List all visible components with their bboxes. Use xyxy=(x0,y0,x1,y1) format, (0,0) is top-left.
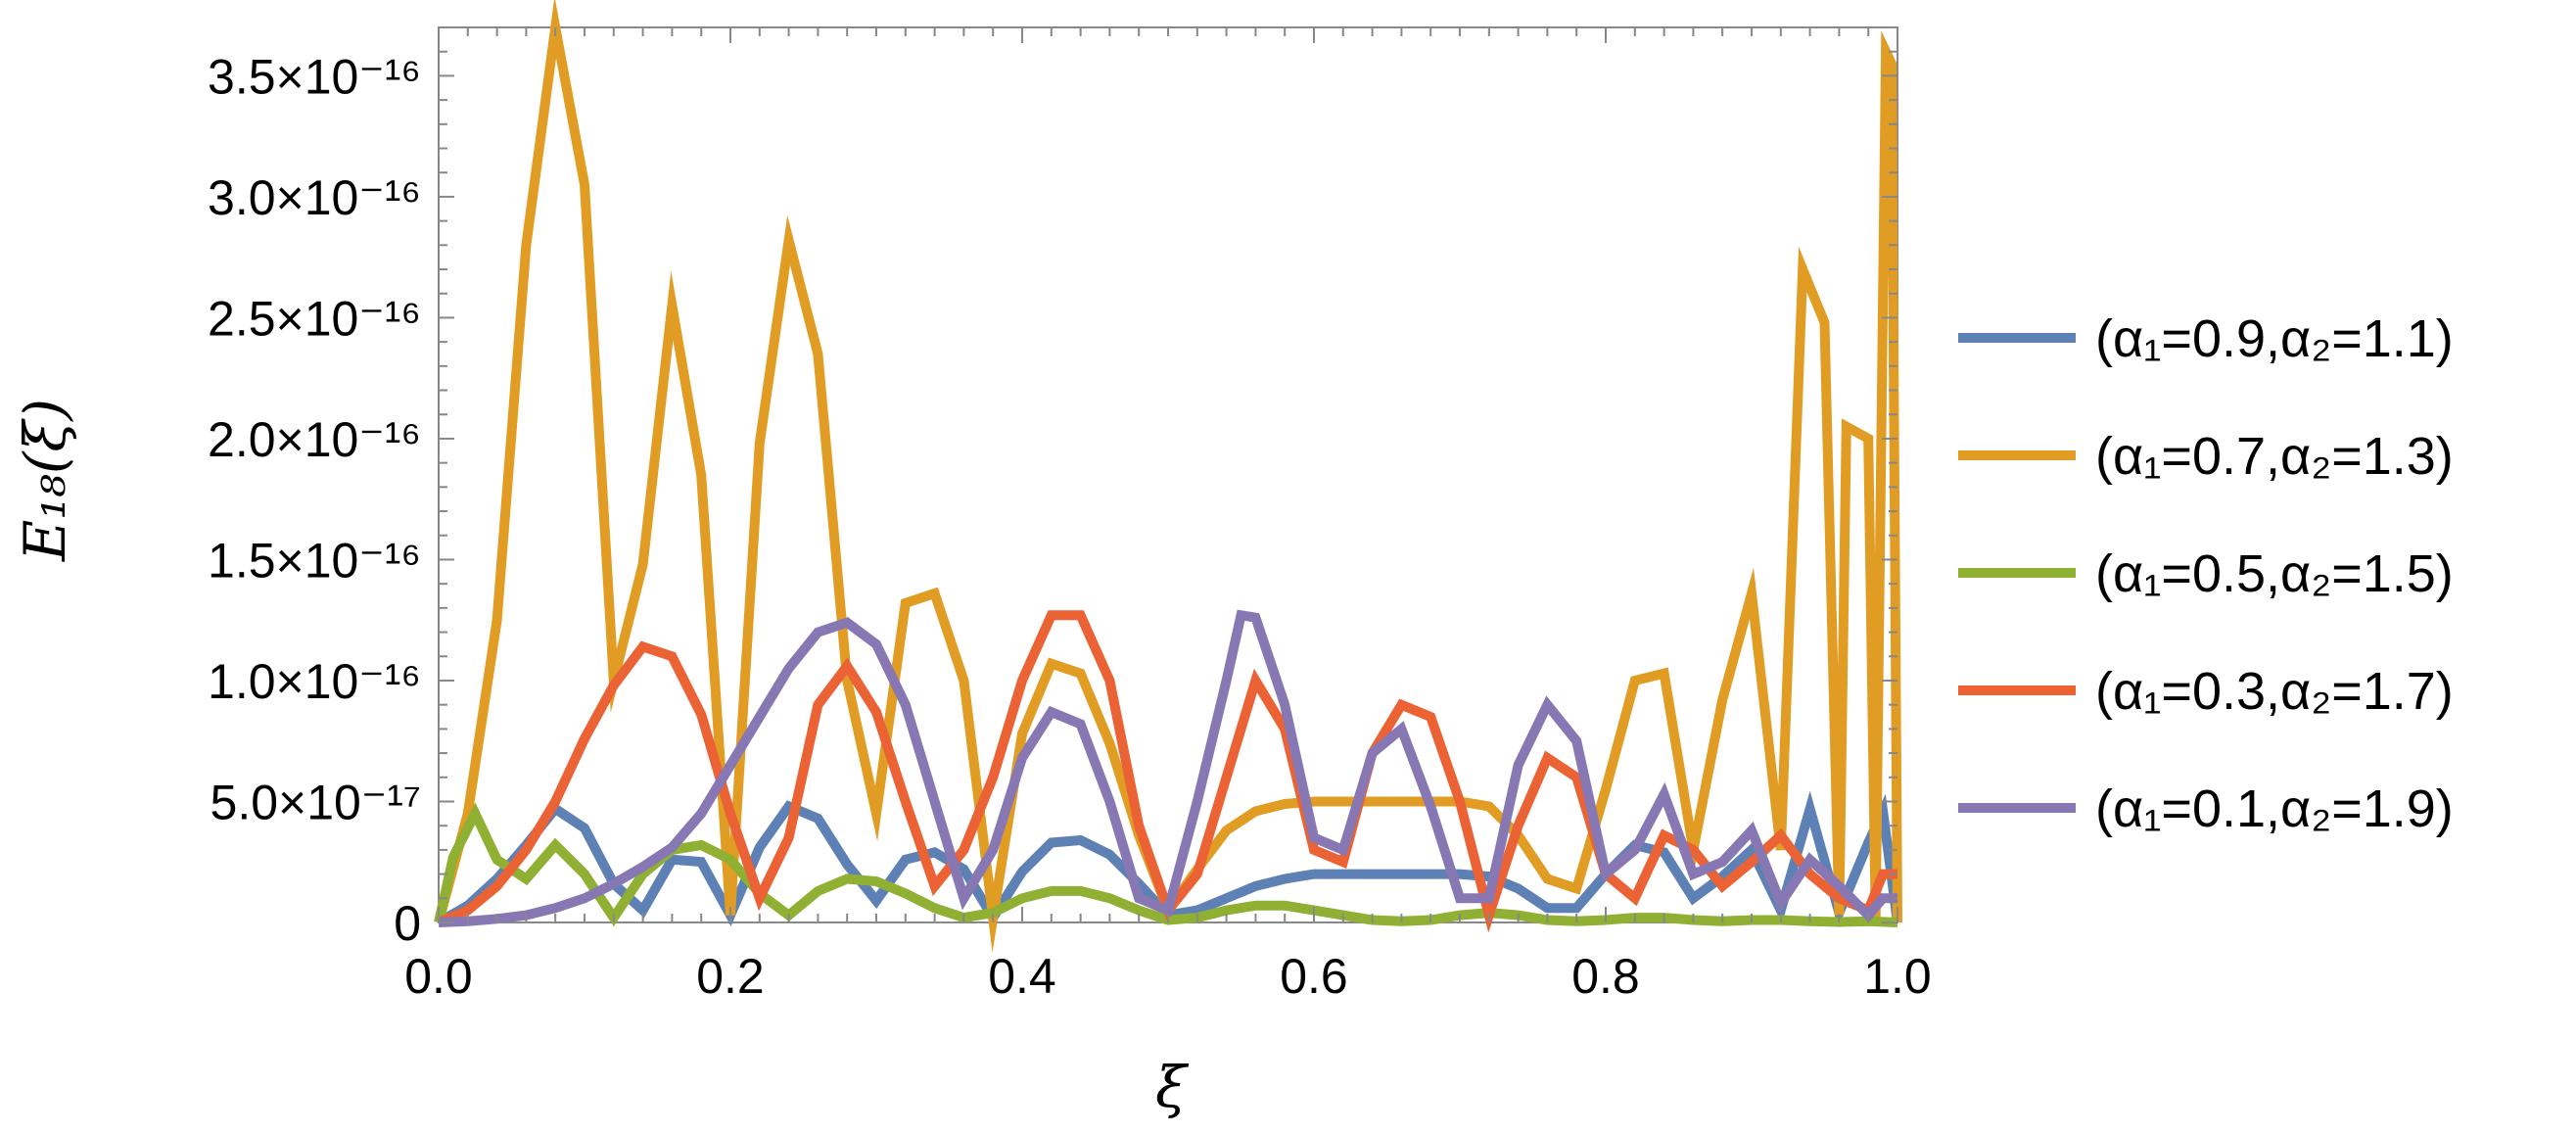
legend-item-2: (α₁=0.7,α₂=1.3) xyxy=(1958,427,2454,486)
x-tick-label: 0.4 xyxy=(988,949,1056,1004)
y-tick-label: 2.5×10⁻¹⁶ xyxy=(208,291,421,346)
series-line-5 xyxy=(438,609,1897,927)
axis-tick-labels: 0.0 0.2 0.4 0.6 0.8 1.0 0 5.0×10⁻¹⁷ 1.0×10⁻¹⁶ 1.5… xyxy=(208,49,1932,1004)
y-tick-label: 1.0×10⁻¹⁶ xyxy=(208,654,421,709)
axis-ticks xyxy=(438,26,1898,923)
legend-item-5: (α₁=0.1,α₂=1.9) xyxy=(1958,779,2454,838)
x-axis-title: ξ xyxy=(1155,1054,1190,1120)
y-tick-label: 0 xyxy=(394,896,421,951)
legend-label: (α₁=0.5,α₂=1.5) xyxy=(2095,544,2454,603)
x-tick-label: 0.0 xyxy=(404,949,473,1004)
x-tick-label: 0.8 xyxy=(1571,949,1640,1004)
y-tick-label: 3.0×10⁻¹⁶ xyxy=(208,170,421,225)
x-tick-label: 0.2 xyxy=(696,949,765,1004)
y-tick-label: 2.0×10⁻¹⁶ xyxy=(208,412,421,467)
y-tick-label: 1.5×10⁻¹⁶ xyxy=(208,533,421,588)
x-tick-label: 0.6 xyxy=(1280,949,1348,1004)
legend-item-1: (α₁=0.9,α₂=1.1) xyxy=(1958,309,2454,368)
series-line-1 xyxy=(436,790,1902,928)
y-tick-label: 5.0×10⁻¹⁷ xyxy=(211,775,421,829)
legend: (α₁=0.9,α₂=1.1) (α₁=0.7,α₂=1.3) (α₁=0.5,α₂… xyxy=(1958,309,2454,838)
series-line-2 xyxy=(434,0,1902,953)
legend-item-4: (α₁=0.3,α₂=1.7) xyxy=(1958,662,2454,721)
legend-label: (α₁=0.3,α₂=1.7) xyxy=(2095,662,2454,721)
legend-label: (α₁=0.1,α₂=1.9) xyxy=(2095,779,2454,838)
y-tick-label: 3.5×10⁻¹⁶ xyxy=(208,49,421,104)
y-axis-title: E₁₈(ξ) xyxy=(12,399,78,562)
legend-label: (α₁=0.9,α₂=1.1) xyxy=(2095,309,2454,368)
series-layer xyxy=(434,0,1902,953)
x-tick-label: 1.0 xyxy=(1863,949,1932,1004)
legend-item-3: (α₁=0.5,α₂=1.5) xyxy=(1958,544,2454,603)
legend-label: (α₁=0.7,α₂=1.3) xyxy=(2095,427,2454,486)
